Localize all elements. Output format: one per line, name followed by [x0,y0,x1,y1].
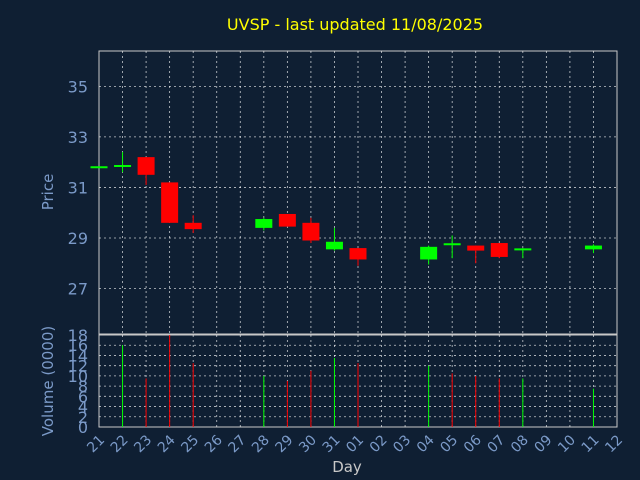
day-tick-label: 23 [131,432,155,456]
day-tick-label: 12 [602,432,626,456]
volume-tick-label: 8 [78,377,88,396]
candle-body [161,182,179,223]
volume-axis-label: Volume (0000) [39,326,57,436]
price-tick-label: 31 [68,178,88,197]
day-tick-label: 24 [155,432,179,456]
volume-tick-label: 2 [78,408,88,427]
candle-body [349,248,367,260]
candlesticks [90,152,602,266]
price-tick-label: 35 [68,77,88,96]
price-tick-label: 27 [68,280,88,299]
day-tick-label: 03 [390,432,414,456]
volume-tick-label: 16 [68,336,88,355]
candle-body [467,245,485,251]
price-tick-labels: 27 29 31 33 35 [68,77,88,298]
day-tick-label: 01 [343,432,367,456]
volume-tick-label: 0 [78,418,88,437]
day-tick-label: 31 [320,432,344,456]
volume-tick-label: 14 [68,346,88,365]
day-tick-label: 22 [108,432,132,456]
candle-body [420,246,438,260]
day-tick-label: 04 [414,432,438,456]
price-grid [99,51,617,334]
candle-body [302,222,320,241]
day-tick-label: 25 [178,432,202,456]
day-tick-label: 02 [367,432,391,456]
candle-body [584,245,602,250]
day-tick-label: 29 [273,432,297,456]
volume-tick-label: 12 [68,357,88,376]
candle-body [137,157,155,175]
day-tick-label: 10 [555,432,579,456]
day-tick-label: 06 [461,432,485,456]
day-tick-label: 11 [579,432,603,456]
volume-tick-label: 4 [78,398,88,417]
day-tick-labels: 21 22 23 24 25 26 27 28 29 30 31 01 02 03 04 05 06 07 08 09… [84,432,626,456]
volume-tick-label: 18 [68,326,88,345]
candle-body [278,213,296,227]
price-tick-label: 33 [68,128,88,147]
price-axis-label: Price [39,174,57,211]
chart-title: UVSP - last updated 11/08/2025 [227,15,483,34]
volume-tick-label: 10 [68,367,88,386]
day-tick-label: 26 [202,432,226,456]
day-tick-label: 08 [508,432,532,456]
day-tick-label: 30 [296,432,320,456]
day-tick-label: 09 [532,432,556,456]
candle-body [490,243,508,257]
day-tick-label: 07 [484,432,508,456]
day-tick-label: 28 [249,432,273,456]
day-tick-label: 05 [437,432,461,456]
volume-tick-label: 6 [78,387,88,406]
day-tick-label: 27 [225,432,249,456]
candle-body [184,222,202,230]
candle-body [255,219,273,228]
price-tick-label: 29 [68,229,88,248]
day-axis-label: Day [332,458,362,476]
volume-bars [122,335,594,427]
candle-body [325,241,343,250]
